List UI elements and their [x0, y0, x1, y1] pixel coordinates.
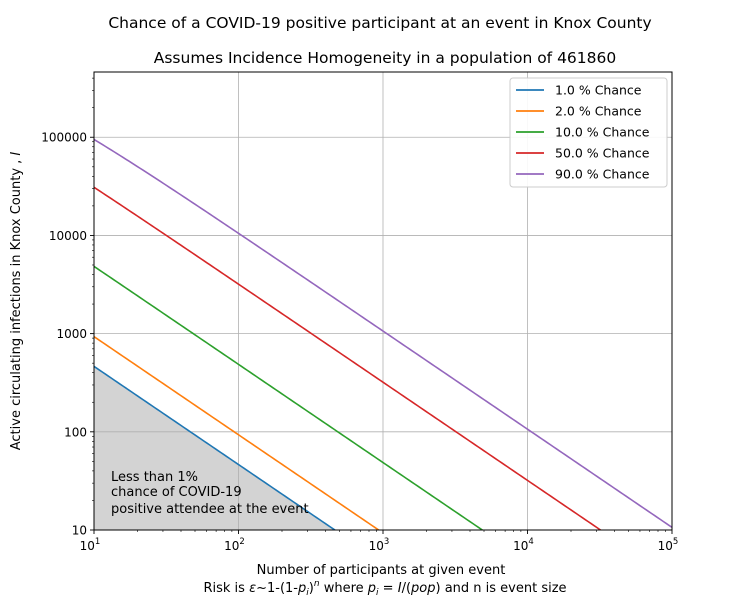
legend-label-1: 2.0 % Chance — [555, 104, 642, 119]
y-tick-label-1: 100 — [64, 425, 87, 439]
series-lines — [94, 138, 672, 530]
legend-label-4: 90.0 % Chance — [555, 167, 650, 182]
region-annotation-line-3: positive attendee at the event — [111, 502, 309, 517]
y-tick-label-4: 100000 — [41, 131, 87, 145]
chart-title: Assumes Incidence Homogeneity in a popul… — [154, 49, 617, 67]
y-tick-label-0: 10 — [72, 524, 87, 538]
series-line-2 — [94, 265, 484, 530]
x-tick-label-2: 103 — [369, 537, 390, 553]
legend-label-3: 50.0 % Chance — [555, 146, 650, 161]
legend-label-2: 10.0 % Chance — [555, 125, 650, 140]
series-line-1 — [94, 335, 381, 530]
x-tick-label-1: 102 — [224, 537, 245, 553]
legend: 1.0 % Chance 2.0 % Chance 10.0 % Chance 50.… — [509, 77, 668, 188]
chart-suptitle: Chance of a COVID-19 positive participan… — [108, 14, 651, 32]
x-axis-label: Number of participants at given event — [257, 563, 506, 578]
series-line-3 — [94, 186, 602, 530]
x-tick-label-4: 105 — [658, 537, 679, 553]
region-annotation-line-2: chance of COVID-19 — [111, 485, 242, 500]
y-axis-ticks: 10 100 1000 10000 100000 — [41, 131, 94, 538]
x-axis-risk-formula: Risk is ε~1-(1-pi)n where pi = I/(pop) a… — [203, 579, 566, 595]
x-axis-ticks: 101 102 103 104 105 — [80, 530, 679, 553]
x-tick-label-3: 104 — [513, 537, 534, 553]
legend-label-0: 1.0 % Chance — [555, 83, 642, 98]
y-tick-label-3: 10000 — [49, 229, 87, 243]
y-axis-label: Active circulating infections in Knox Co… — [9, 152, 24, 451]
region-annotation-line-1: Less than 1% — [111, 470, 198, 485]
series-line-0 — [94, 365, 337, 530]
legend-box — [509, 77, 668, 188]
plot-area: 101 102 103 104 105 10 100 1000 10000 100000 Les… — [41, 71, 679, 553]
series-line-4 — [94, 138, 672, 529]
x-tick-label-0: 101 — [80, 537, 101, 553]
y-tick-label-2: 1000 — [56, 327, 87, 341]
